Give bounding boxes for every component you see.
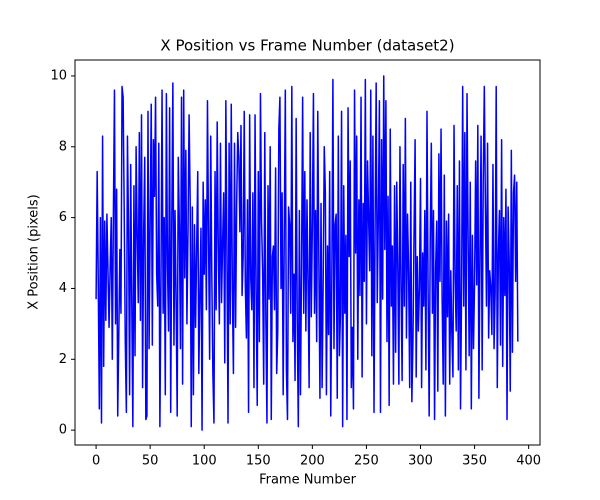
y-tick-label: 2	[59, 352, 67, 367]
y-tick-label: 4	[59, 281, 67, 296]
x-tick-label: 50	[142, 454, 159, 469]
x-tick-label: 350	[462, 454, 487, 469]
x-tick-label: 150	[246, 454, 271, 469]
x-tick-label: 400	[516, 454, 541, 469]
x-tick-label: 0	[92, 454, 100, 469]
y-axis-label: X Position (pixels)	[27, 194, 42, 309]
x-tick-label: 300	[408, 454, 433, 469]
y-tick-label: 6	[59, 210, 67, 225]
series-line	[95, 75, 519, 431]
x-tick-label: 100	[192, 454, 217, 469]
chart-title: X Position vs Frame Number (dataset2)	[160, 37, 454, 55]
y-tick-label: 10	[50, 68, 67, 83]
x-tick-label: 200	[300, 454, 325, 469]
plot-frame	[74, 59, 541, 446]
y-tick-label: 0	[59, 423, 67, 438]
x-axis-label: Frame Number	[259, 473, 357, 488]
x-tick-label: 250	[354, 454, 379, 469]
y-tick-label: 8	[59, 139, 67, 154]
